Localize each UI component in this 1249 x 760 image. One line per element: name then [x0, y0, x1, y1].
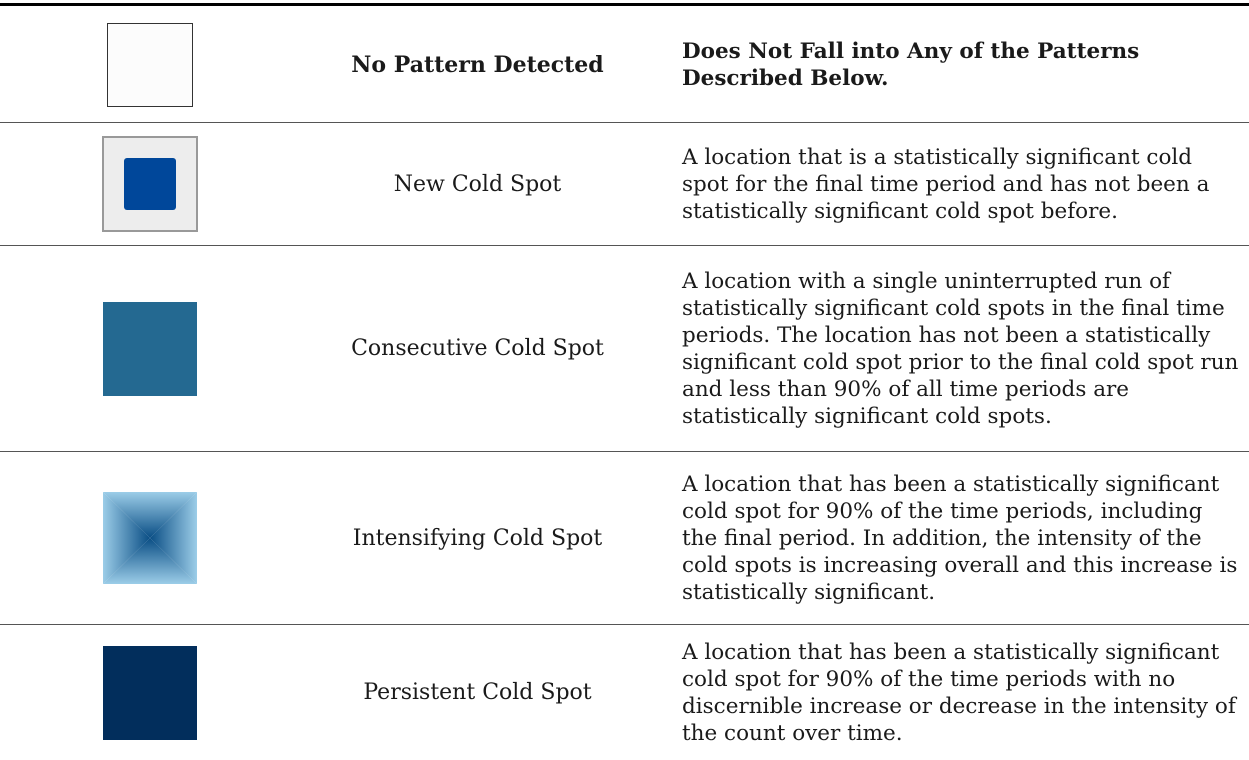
new-cold-spot-swatch-fill	[124, 158, 176, 210]
swatch-cell	[0, 246, 300, 451]
swatch-cell	[0, 452, 300, 624]
intensifying-cold-spot-swatch	[103, 492, 197, 584]
table-top-rule	[0, 3, 1249, 6]
no-pattern-swatch	[107, 22, 193, 107]
intensifying-gradient-graphic	[103, 492, 197, 584]
pattern-name: Intensifying Cold Spot	[352, 525, 603, 551]
pattern-description: A location with a single uninterrupted r…	[682, 268, 1239, 429]
pattern-name: Consecutive Cold Spot	[351, 336, 604, 361]
table-row: Persistent Cold Spot A location that has…	[0, 625, 1249, 760]
swatch-cell	[0, 123, 300, 245]
row-divider	[0, 624, 1249, 625]
row-divider	[0, 451, 1249, 452]
swatch-cell	[0, 625, 300, 760]
table-row: Intensifying Cold Spot A location that h…	[0, 452, 1249, 624]
row-divider	[0, 245, 1249, 246]
table-row: New Cold Spot A location that is a stati…	[0, 123, 1249, 245]
table-row: Consecutive Cold Spot A location with a …	[0, 246, 1249, 451]
pattern-name: No Pattern Detected	[351, 51, 604, 78]
pattern-description: Does Not Fall into Any of the Patterns D…	[682, 38, 1140, 91]
consecutive-cold-spot-swatch	[103, 301, 197, 396]
pattern-description: A location that has been a statistically…	[682, 471, 1238, 605]
row-divider	[0, 122, 1249, 123]
pattern-description: A location that has been a statistically…	[682, 639, 1236, 746]
swatch-cell	[0, 7, 300, 122]
pattern-name: Persistent Cold Spot	[363, 680, 592, 705]
pattern-name: New Cold Spot	[393, 171, 562, 197]
pattern-description: A location that is a statistically signi…	[682, 144, 1210, 224]
new-cold-spot-swatch	[102, 136, 198, 232]
table-row: No Pattern Detected Does Not Fall into A…	[0, 7, 1249, 122]
persistent-cold-spot-swatch	[103, 645, 197, 740]
